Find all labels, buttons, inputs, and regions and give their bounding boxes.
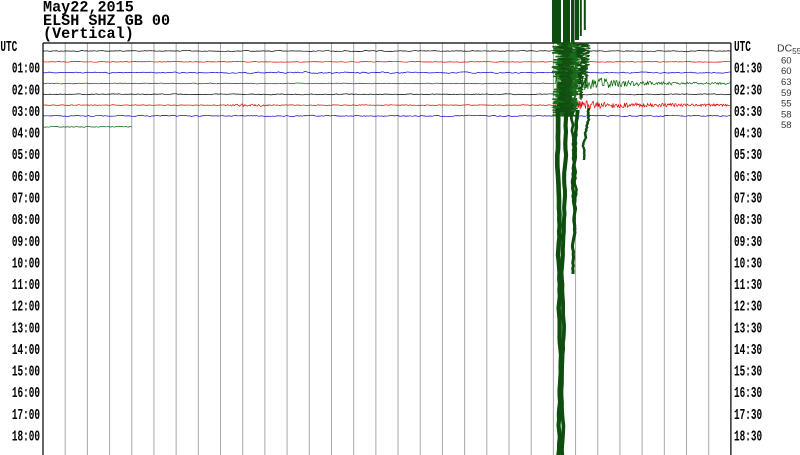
svg-text:02:00: 02:00 <box>12 82 40 99</box>
svg-text:03:00: 03:00 <box>12 104 40 121</box>
svg-text:05:30: 05:30 <box>734 147 762 164</box>
svg-text:01:30: 01:30 <box>734 61 762 78</box>
svg-text:11:30: 11:30 <box>734 277 762 294</box>
svg-text:58: 58 <box>781 109 792 120</box>
svg-text:13:00: 13:00 <box>12 320 40 337</box>
svg-text:58: 58 <box>781 120 792 131</box>
svg-text:(Vertical): (Vertical) <box>43 25 134 43</box>
svg-text:10:30: 10:30 <box>734 255 762 272</box>
svg-text:18:30: 18:30 <box>734 429 762 446</box>
svg-text:07:30: 07:30 <box>734 191 762 208</box>
svg-text:12:00: 12:00 <box>12 299 40 316</box>
svg-text:15:30: 15:30 <box>734 364 762 381</box>
svg-text:10:00: 10:00 <box>12 255 40 272</box>
svg-text:59: 59 <box>781 88 792 99</box>
svg-text:13:30: 13:30 <box>734 320 762 337</box>
svg-text:14:30: 14:30 <box>734 342 762 359</box>
svg-text:12:30: 12:30 <box>734 299 762 316</box>
svg-text:05:00: 05:00 <box>12 147 40 164</box>
svg-text:08:00: 08:00 <box>12 212 40 229</box>
svg-text:06:00: 06:00 <box>12 169 40 186</box>
svg-text:14:00: 14:00 <box>12 342 40 359</box>
svg-text:15:00: 15:00 <box>12 364 40 381</box>
svg-text:60: 60 <box>781 55 792 66</box>
svg-text:01:00: 01:00 <box>12 61 40 78</box>
svg-text:04:00: 04:00 <box>12 126 40 143</box>
svg-text:60: 60 <box>781 66 792 77</box>
svg-text:17:00: 17:00 <box>12 407 40 424</box>
svg-text:08:30: 08:30 <box>734 212 762 229</box>
svg-text:06:30: 06:30 <box>734 169 762 186</box>
svg-text:55: 55 <box>781 99 792 110</box>
svg-text:UTC: UTC <box>0 39 17 56</box>
svg-text:03:30: 03:30 <box>734 104 762 121</box>
svg-text:18:00: 18:00 <box>12 429 40 446</box>
svg-text:DC55: DC55 <box>777 43 800 56</box>
svg-text:09:00: 09:00 <box>12 234 40 251</box>
svg-text:11:00: 11:00 <box>12 277 40 294</box>
svg-text:16:30: 16:30 <box>734 385 762 402</box>
svg-text:16:00: 16:00 <box>12 385 40 402</box>
svg-text:17:30: 17:30 <box>734 407 762 424</box>
svg-text:63: 63 <box>781 77 792 88</box>
svg-text:UTC: UTC <box>734 39 751 56</box>
svg-text:07:00: 07:00 <box>12 191 40 208</box>
svg-text:09:30: 09:30 <box>734 234 762 251</box>
svg-text:02:30: 02:30 <box>734 82 762 99</box>
svg-text:04:30: 04:30 <box>734 126 762 143</box>
